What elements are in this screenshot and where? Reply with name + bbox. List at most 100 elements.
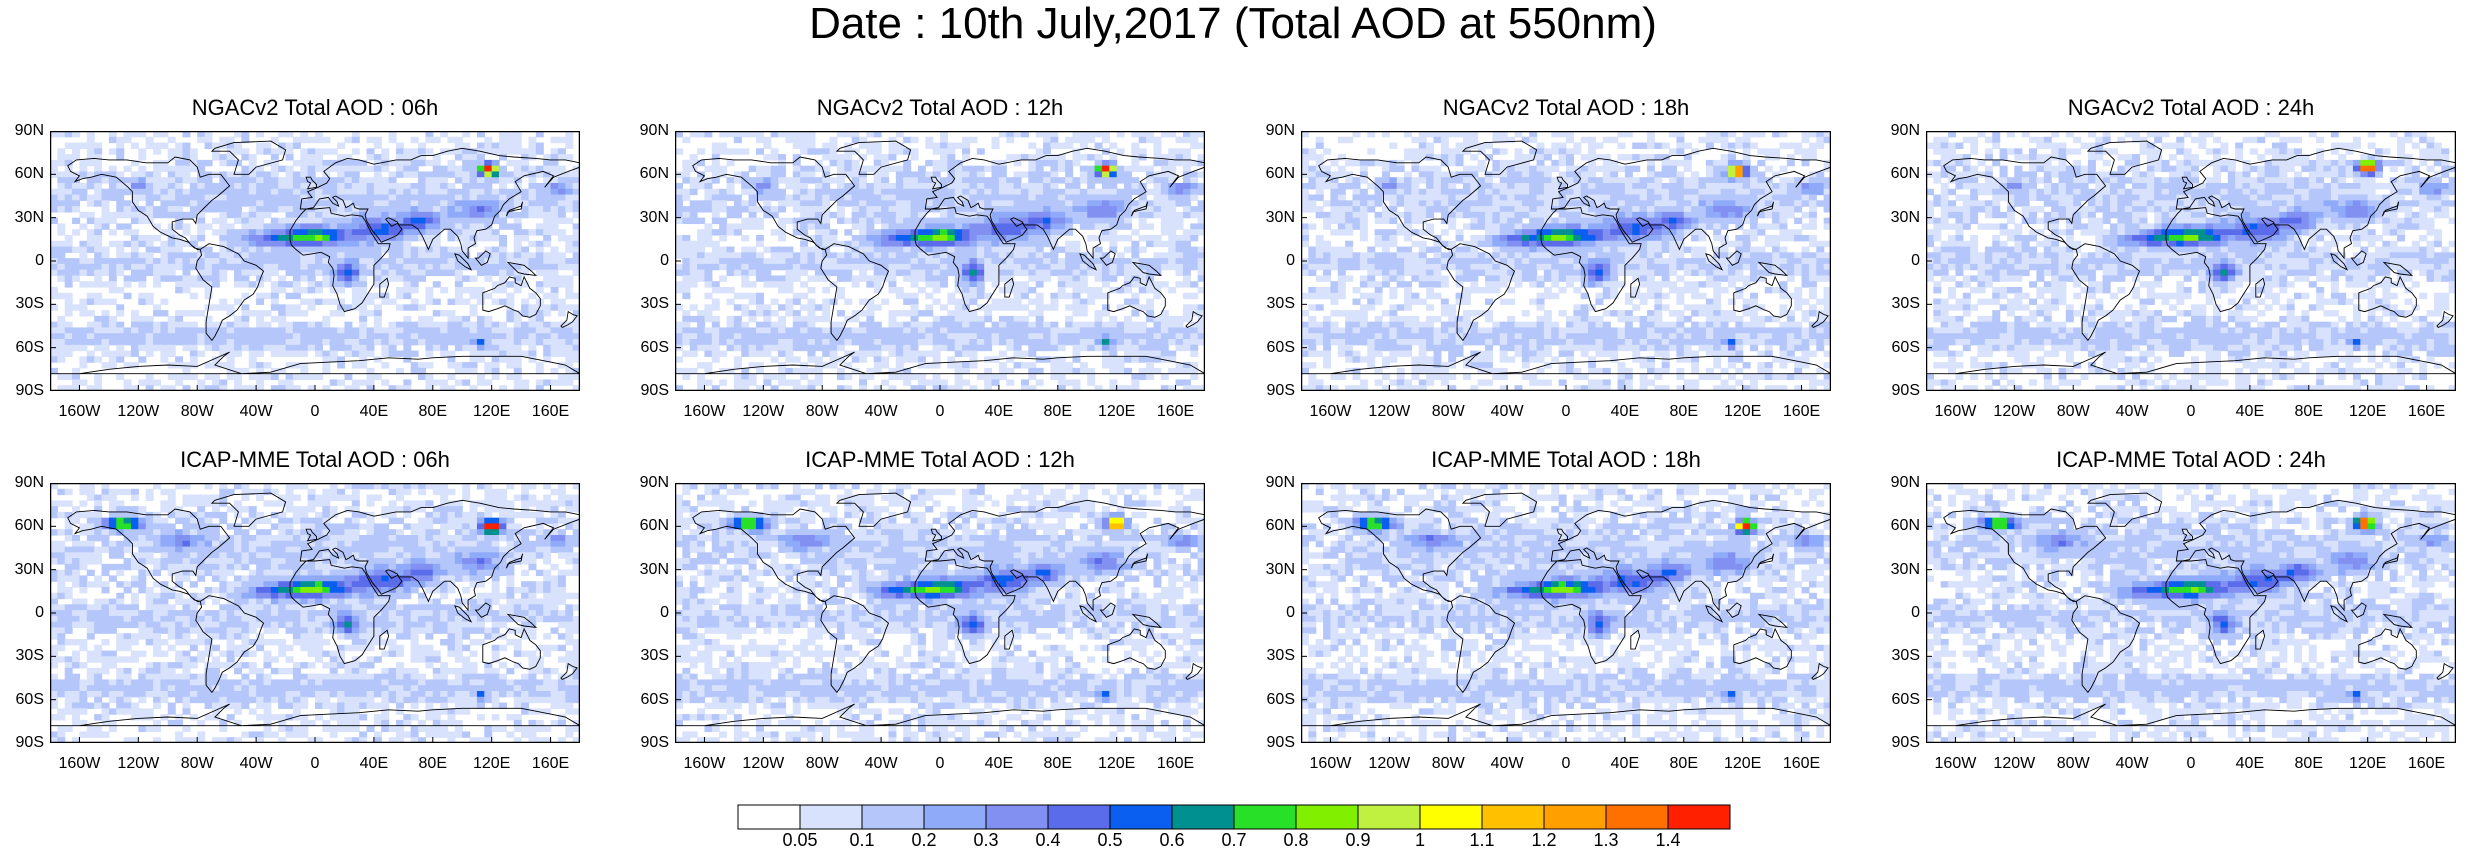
aod-cell bbox=[153, 327, 162, 334]
aod-cell bbox=[160, 200, 169, 207]
aod-cell bbox=[940, 223, 948, 230]
aod-cell bbox=[1020, 183, 1029, 190]
aod-cell bbox=[1043, 177, 1052, 184]
aod-cell bbox=[101, 194, 110, 201]
aod-cell bbox=[829, 229, 838, 236]
aod-cell bbox=[859, 223, 867, 230]
aod-cell bbox=[1418, 165, 1427, 173]
aod-cell bbox=[1087, 200, 1096, 207]
aod-cell bbox=[72, 154, 81, 161]
aod-cell bbox=[1823, 131, 1831, 138]
aod-cell bbox=[138, 154, 147, 161]
aod-cell bbox=[1536, 154, 1545, 161]
aod-cell bbox=[491, 229, 500, 236]
aod-cell bbox=[1124, 188, 1132, 196]
aod-cell bbox=[182, 339, 191, 346]
aod-cell bbox=[1713, 136, 1722, 144]
aod-cell bbox=[1020, 304, 1029, 311]
aod-cell bbox=[1138, 131, 1147, 138]
aod-cell bbox=[1720, 142, 1729, 149]
aod-cell bbox=[425, 240, 434, 248]
aod-cell bbox=[1124, 211, 1132, 219]
aod-cell bbox=[807, 367, 816, 375]
aod-cell bbox=[263, 252, 272, 259]
aod-cell bbox=[57, 159, 66, 167]
aod-cell bbox=[1131, 269, 1140, 277]
aod-cell bbox=[491, 235, 500, 242]
aod-cell bbox=[976, 188, 985, 196]
aod-cell bbox=[256, 263, 265, 271]
aod-cell bbox=[704, 252, 713, 259]
aod-cell bbox=[1146, 223, 1155, 230]
aod-cell bbox=[469, 229, 478, 236]
aod-cell bbox=[741, 310, 750, 317]
aod-cell bbox=[366, 385, 375, 391]
aod-cell bbox=[410, 217, 419, 225]
aod-cell bbox=[153, 206, 162, 213]
aod-cell bbox=[888, 154, 897, 161]
aod-cell bbox=[292, 240, 301, 248]
aod-cell bbox=[1072, 321, 1081, 329]
aod-cell bbox=[79, 333, 88, 340]
aod-cell bbox=[932, 327, 941, 334]
aod-cell bbox=[755, 385, 764, 391]
aod-cell bbox=[1507, 136, 1516, 144]
aod-cell bbox=[79, 252, 88, 259]
aod-cell bbox=[130, 258, 139, 265]
aod-cell bbox=[462, 148, 471, 155]
aod-cell bbox=[543, 200, 552, 207]
aod-cell bbox=[234, 131, 242, 138]
aod-cell bbox=[484, 159, 493, 167]
aod-cell bbox=[263, 177, 272, 184]
aod-cell bbox=[57, 194, 66, 201]
aod-cell bbox=[50, 131, 58, 138]
aod-cell bbox=[418, 159, 427, 167]
aod-cell bbox=[322, 177, 331, 184]
aod-cell bbox=[337, 194, 346, 201]
aod-cell bbox=[917, 385, 926, 391]
aod-cell bbox=[462, 171, 471, 178]
aod-cell bbox=[1124, 171, 1132, 178]
aod-cell bbox=[1124, 298, 1132, 305]
aod-cell bbox=[337, 333, 346, 340]
aod-cell bbox=[947, 154, 956, 161]
aod-cell bbox=[182, 171, 191, 178]
aod-cell bbox=[1116, 194, 1125, 201]
aod-cell bbox=[1072, 217, 1081, 225]
aod-cell bbox=[741, 235, 750, 242]
aod-cell bbox=[432, 310, 441, 317]
aod-cell bbox=[689, 177, 698, 184]
aod-cell bbox=[1006, 188, 1015, 196]
aod-cell bbox=[454, 321, 463, 329]
aod-cell bbox=[50, 367, 58, 375]
panel-title: NGACv2 Total AOD : 18h bbox=[1442, 95, 1690, 120]
aod-cell bbox=[182, 333, 191, 340]
aod-cell bbox=[1315, 136, 1324, 144]
aod-cell bbox=[373, 229, 382, 236]
aod-cell bbox=[1101, 217, 1110, 225]
aod-cell bbox=[86, 183, 95, 190]
aod-cell bbox=[1101, 223, 1110, 230]
aod-cell bbox=[381, 298, 390, 305]
aod-cell bbox=[506, 142, 515, 149]
aod-cell bbox=[550, 246, 559, 253]
aod-cell bbox=[954, 304, 963, 311]
aod-cell bbox=[108, 298, 117, 305]
aod-cell bbox=[888, 206, 897, 213]
aod-cell bbox=[1197, 258, 1205, 265]
aod-cell bbox=[550, 154, 559, 161]
aod-cell bbox=[454, 298, 463, 305]
aod-cell bbox=[895, 252, 904, 259]
aod-cell bbox=[337, 159, 346, 167]
aod-cell bbox=[770, 327, 779, 334]
aod-cell bbox=[315, 269, 323, 277]
aod-cell bbox=[1109, 263, 1118, 271]
aod-cell bbox=[557, 310, 566, 317]
aod-cell bbox=[410, 258, 419, 265]
aod-map bbox=[675, 131, 1205, 391]
aod-cell bbox=[506, 206, 515, 213]
aod-cell bbox=[682, 287, 691, 294]
aod-cell bbox=[425, 217, 434, 225]
aod-cell bbox=[557, 339, 566, 346]
aod-cell bbox=[866, 275, 875, 282]
